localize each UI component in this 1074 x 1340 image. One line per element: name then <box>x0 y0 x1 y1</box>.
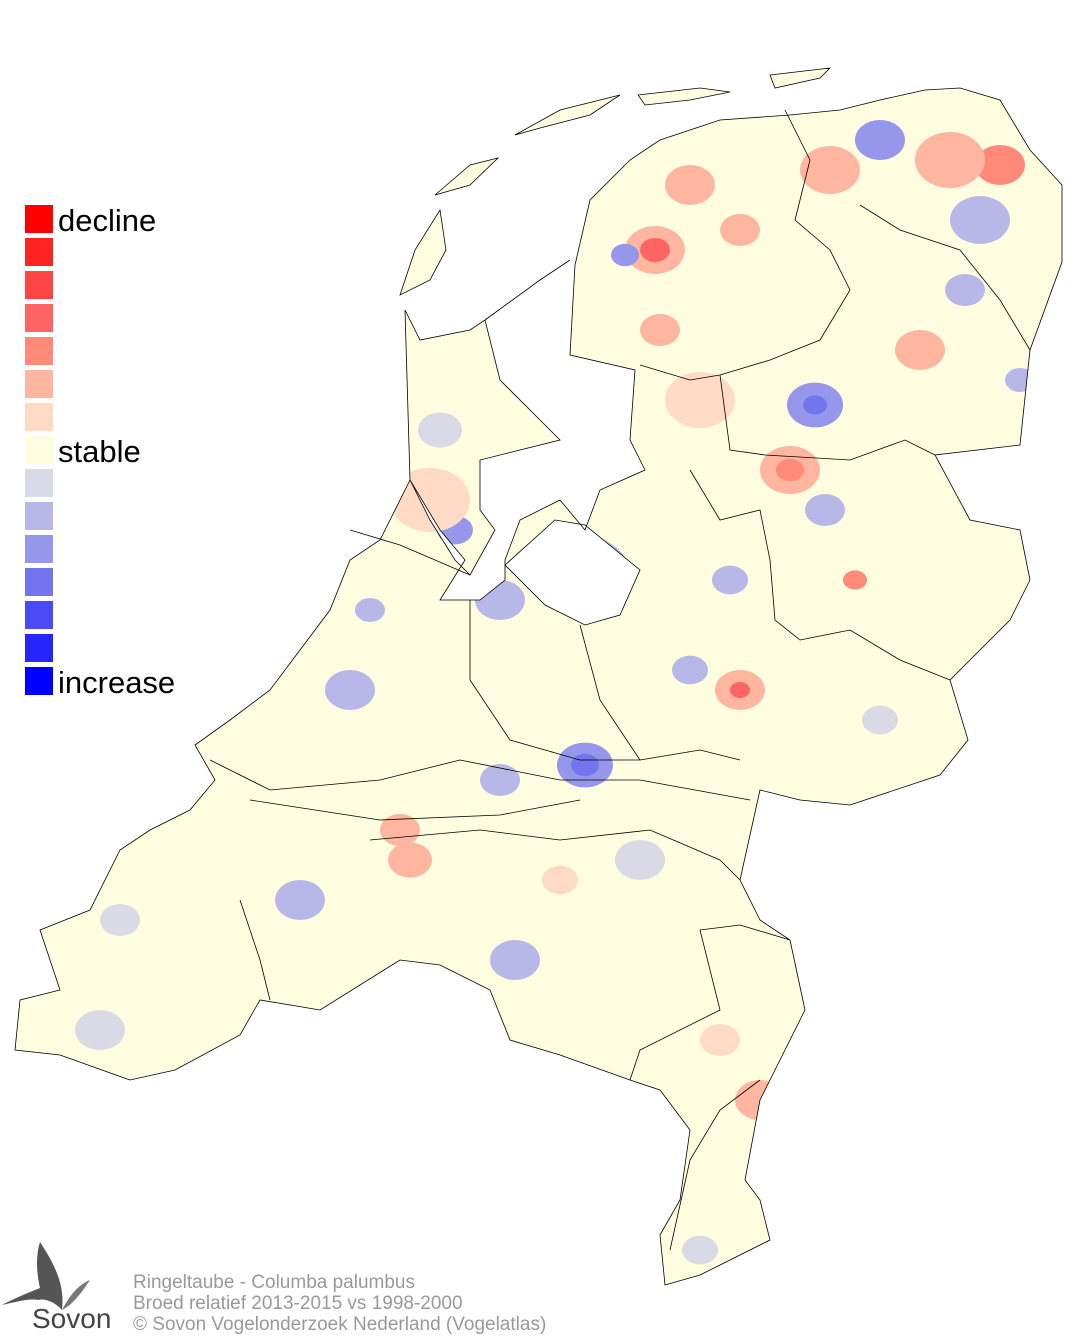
increase-area <box>862 705 898 735</box>
increase-area <box>475 580 525 620</box>
legend-swatch <box>25 304 53 332</box>
legend-label-increase: increase <box>58 665 176 700</box>
decline-area <box>915 132 985 188</box>
decline-area <box>800 146 860 194</box>
legend-swatch <box>25 271 53 299</box>
legend-swatch <box>25 238 53 266</box>
period-description: Broed relatief 2013-2015 vs 1998-2000 <box>133 1293 463 1314</box>
decline-area <box>542 865 578 895</box>
legend-swatch <box>25 370 53 398</box>
legend-swatch <box>25 634 53 662</box>
decline-area <box>390 468 470 532</box>
decline-area <box>776 458 804 482</box>
decline-area <box>388 842 432 878</box>
increase-area <box>325 670 375 710</box>
legend-swatch <box>25 535 53 563</box>
increase-area <box>275 880 325 920</box>
increase-area <box>100 904 140 936</box>
increase-area <box>560 560 610 600</box>
decline-area <box>975 145 1025 185</box>
increase-area <box>355 598 385 622</box>
increase-area <box>945 274 985 306</box>
decline-area <box>700 1024 740 1056</box>
legend-swatch <box>25 337 53 365</box>
increase-area <box>480 764 520 796</box>
decline-area <box>843 570 867 590</box>
increase-area <box>803 395 827 415</box>
legend-swatch <box>25 205 53 233</box>
legend-swatch <box>25 601 53 629</box>
increase-area <box>672 655 708 685</box>
legend-label-decline: decline <box>58 203 157 238</box>
sovon-logo: Sovon <box>2 1242 111 1334</box>
increase-area <box>855 120 905 160</box>
increase-area <box>530 535 630 615</box>
legend-swatch <box>25 403 53 431</box>
increase-area <box>611 243 639 267</box>
decline-area <box>640 314 680 346</box>
increase-area <box>682 1235 718 1265</box>
logo-text: Sovon <box>32 1303 111 1334</box>
increase-area <box>805 494 845 526</box>
map-caption: Ringeltaube - Columba palumbus Broed rel… <box>133 1272 546 1335</box>
increase-area <box>571 753 599 777</box>
legend-swatch <box>25 502 53 530</box>
swallow-wing-icon <box>62 1280 90 1310</box>
increase-area <box>615 840 665 880</box>
decline-area <box>730 682 750 698</box>
increase-area <box>75 1010 125 1050</box>
province-borders <box>209 109 1031 1251</box>
increase-area <box>418 412 462 448</box>
decline-area <box>895 330 945 370</box>
decline-area <box>720 214 760 246</box>
increase-area <box>950 196 1010 244</box>
legend-label-stable: stable <box>58 434 141 469</box>
decline-area <box>665 165 715 205</box>
increase-area <box>490 940 540 980</box>
decline-area <box>640 238 670 262</box>
legend-swatch <box>25 436 53 464</box>
copyright: © Sovon Vogelonderzoek Nederland (Vogela… <box>133 1314 547 1335</box>
legend-swatch <box>25 667 53 695</box>
decline-area <box>665 372 735 428</box>
legend-swatch <box>25 469 53 497</box>
increase-area <box>712 565 748 595</box>
swallow-icon <box>2 1242 63 1310</box>
increase-area <box>1005 368 1035 392</box>
legend-swatch <box>25 568 53 596</box>
species-name: Ringeltaube - Columba palumbus <box>133 1272 415 1293</box>
